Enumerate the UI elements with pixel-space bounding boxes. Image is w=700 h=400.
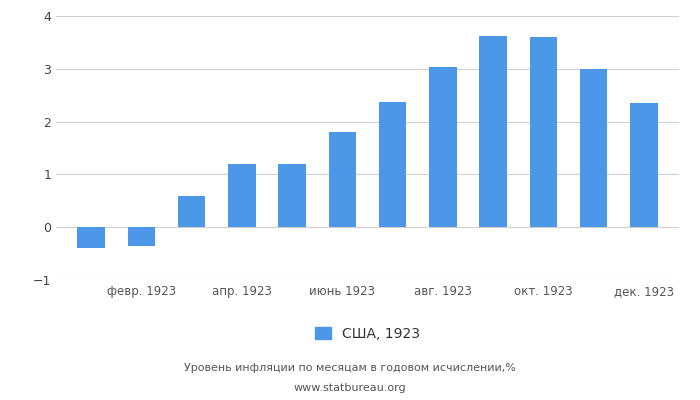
Bar	[529, 37, 557, 227]
Bar	[228, 164, 256, 227]
Bar	[480, 36, 507, 227]
Bar	[78, 227, 105, 248]
Text: Уровень инфляции по месяцам в годовом исчислении,%: Уровень инфляции по месяцам в годовом ис…	[184, 363, 516, 373]
Bar	[429, 67, 456, 227]
Bar	[127, 227, 155, 246]
Bar	[328, 132, 356, 227]
Legend: США, 1923: США, 1923	[314, 326, 421, 340]
Bar	[379, 102, 407, 227]
Bar	[630, 102, 657, 227]
Bar	[279, 164, 306, 227]
Text: www.statbureau.org: www.statbureau.org	[294, 383, 406, 393]
Bar	[580, 69, 608, 227]
Bar	[178, 196, 206, 227]
